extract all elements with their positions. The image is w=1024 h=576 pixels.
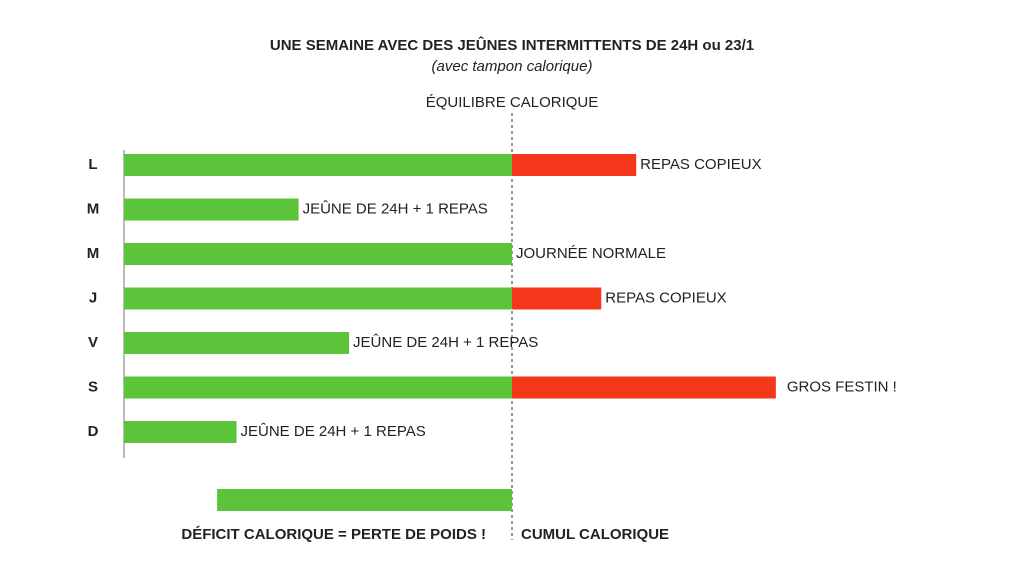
bar [124, 198, 299, 221]
y-tick-label: V [88, 334, 98, 351]
bar [512, 154, 637, 176]
bar [124, 376, 512, 399]
y-tick-label: L [88, 156, 97, 173]
chart-subtitle: (avec tampon calorique) [432, 58, 593, 75]
bar [124, 287, 512, 310]
y-tick-label: J [89, 289, 97, 306]
annotation: JEÛNE DE 24H + 1 REPAS [303, 200, 488, 217]
annotation: JEÛNE DE 24H + 1 REPAS [353, 334, 538, 351]
annotation: GROS FESTIN ! [787, 378, 897, 395]
y-tick-label: M [87, 200, 100, 217]
annotation: REPAS COPIEUX [640, 156, 761, 173]
y-tick-label: S [88, 378, 98, 395]
annotation: REPAS COPIEUX [605, 289, 726, 306]
bar [512, 287, 602, 310]
annotation: JEÛNE DE 24H + 1 REPAS [241, 423, 426, 440]
y-tick-label: D [88, 423, 99, 440]
bar [124, 421, 237, 443]
reference-label: ÉQUILIBRE CALORIQUE [426, 94, 599, 111]
bar [124, 243, 512, 265]
bar [512, 376, 776, 399]
bar [124, 332, 350, 354]
y-tick-label: M [87, 245, 100, 262]
deficit-label: DÉFICIT CALORIQUE = PERTE DE POIDS ! [181, 526, 486, 543]
bar [124, 154, 512, 176]
deficit-bar [217, 489, 512, 511]
surplus-label: CUMUL CALORIQUE [521, 526, 669, 543]
chart-title: UNE SEMAINE AVEC DES JEÛNES INTERMITTENT… [270, 36, 754, 54]
annotation: JOURNÉE NORMALE [516, 245, 666, 262]
